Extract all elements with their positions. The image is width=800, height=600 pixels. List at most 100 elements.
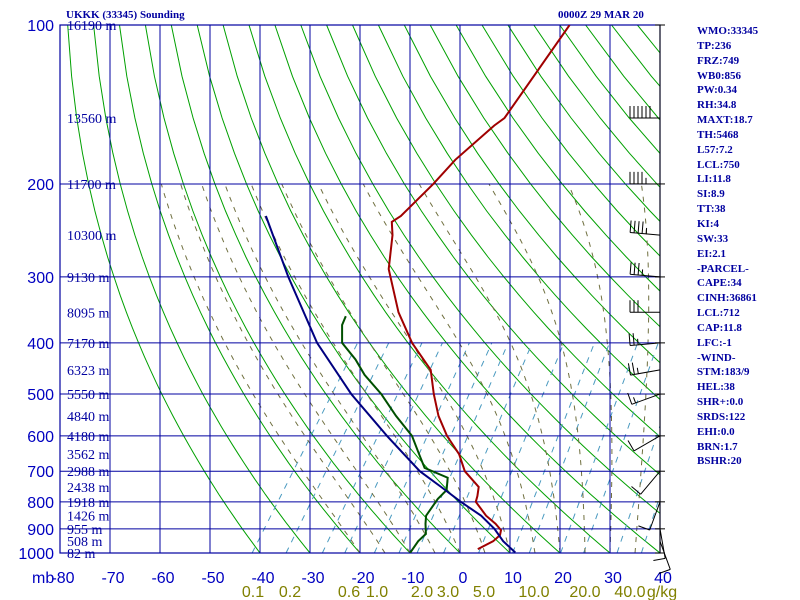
wind-barb: [629, 171, 661, 185]
dry-adiabat: [767, 25, 800, 553]
temperature-tick-label: 40: [654, 570, 672, 587]
height-label: 4180 m: [67, 430, 110, 445]
y-axis-unit: mb: [32, 570, 54, 587]
wind-barb-shaft: [631, 470, 661, 495]
index-item: STM:183/9: [697, 366, 750, 379]
index-item: CAP:11.8: [697, 321, 742, 334]
temperature-tick-label: -80: [51, 570, 74, 587]
dry-adiabat: [67, 25, 261, 553]
index-item: LFC:-1: [697, 336, 732, 349]
pressure-tick-label: 1000: [18, 546, 54, 563]
dry-adiabat: [144, 25, 411, 553]
index-item: MAXT:18.7: [697, 114, 753, 127]
index-item: CINH:36861: [697, 292, 757, 305]
index-item: LCL:750: [697, 158, 740, 171]
moist-adiabat: [224, 183, 436, 553]
height-label: 16190 m: [67, 19, 117, 34]
height-label: 8095 m: [67, 306, 110, 321]
height-label: 9130 m: [67, 271, 110, 286]
height-label: 10300 m: [67, 229, 117, 244]
dry-adiabat: [326, 25, 660, 476]
mixing-ratio-label: g/kg: [647, 584, 677, 600]
dry-adiabat: [300, 25, 660, 515]
height-label: 2988 m: [67, 465, 110, 480]
temperature-tick-label: -40: [251, 570, 274, 587]
pressure-tick-label: 500: [27, 387, 54, 404]
index-item: -PARCEL-: [697, 262, 749, 275]
dry-adiabat: [196, 25, 511, 553]
height-label: 4840 m: [67, 410, 110, 425]
moist-adiabat: [362, 183, 536, 553]
temperature-tick-label: -30: [301, 570, 324, 587]
wind-barb: [629, 262, 661, 278]
pressure-tick-label: 100: [27, 18, 54, 35]
dry-adiabat: [352, 25, 660, 438]
index-item: FRZ:749: [697, 54, 740, 67]
mixing-ratio-line: [512, 342, 595, 553]
mixing-ratio-line: [583, 342, 659, 553]
index-item: -WIND-: [697, 351, 736, 364]
dry-adiabat: [533, 25, 660, 188]
wind-barb: [638, 501, 661, 531]
dry-adiabat: [170, 25, 461, 553]
moist-adiabat: [567, 183, 613, 553]
moist-adiabat: [488, 183, 586, 553]
mixing-ratio-label: 0.2: [279, 584, 301, 600]
pressure-tick-label: 800: [27, 495, 54, 512]
mixing-ratio-label: 10.0: [518, 584, 549, 600]
mixing-ratio-line: [478, 342, 565, 553]
temperature-tick-label: -50: [201, 570, 224, 587]
index-item: RH:34.8: [697, 99, 737, 112]
dry-adiabat: [429, 25, 660, 328]
height-label: 11700 m: [67, 178, 116, 193]
wind-barb: [629, 106, 661, 119]
mixing-ratio-line: [344, 342, 443, 553]
mixing-ratio-label: 1.0: [366, 584, 388, 600]
moist-adiabat: [160, 183, 361, 553]
index-item: WMO:33345: [697, 25, 759, 37]
temperature-tick-label: 0: [459, 570, 468, 587]
chart-subtitle: 0000Z 29 MAR 20: [558, 9, 644, 21]
height-label: 2438 m: [67, 481, 110, 496]
mixing-ratio-line: [251, 342, 359, 553]
temperature-tick-label: 20: [554, 570, 572, 587]
wind-barb: [631, 470, 661, 495]
index-item: BSHR:20: [697, 455, 742, 468]
mixing-ratio-label: 0.6: [338, 584, 360, 600]
temperature-tick-label: -10: [401, 570, 424, 587]
height-label: 13560 m: [67, 112, 117, 127]
pressure-tick-label: 900: [27, 522, 54, 539]
index-item: SHR+:0.0: [697, 396, 744, 409]
wind-barb-shaft: [653, 528, 666, 561]
dry-adiabat: [119, 25, 361, 553]
moist-adiabat: [201, 183, 411, 553]
wind-barb-shaft: [627, 392, 661, 405]
dry-adiabat: [559, 25, 660, 155]
index-item: SI:8.9: [697, 188, 725, 201]
index-item: PW:0.34: [697, 84, 738, 97]
height-label: 82 m: [67, 547, 96, 562]
index-item: TP:236: [697, 39, 732, 52]
temperature-tick-label: -70: [101, 570, 124, 587]
wind-barb: [627, 435, 661, 452]
mixing-ratio-label: 2.0: [411, 584, 433, 600]
mixing-ratio-label: 5.0: [473, 584, 495, 600]
wind-barb: [653, 528, 666, 561]
wind-barb: [627, 362, 661, 376]
dry-adiabat: [793, 25, 800, 553]
pressure-tick-label: 400: [27, 336, 54, 353]
mixing-ratio-line: [285, 342, 390, 553]
wind-barb-shaft: [629, 300, 661, 313]
index-item: LCL:712: [697, 307, 740, 320]
mixing-ratio-line: [321, 342, 423, 553]
pressure-tick-label: 200: [27, 177, 54, 194]
wind-barb-shaft: [627, 362, 661, 376]
moist-adiabat: [180, 183, 386, 553]
wind-barb-shaft: [629, 220, 661, 236]
temperature-tick-label: 30: [604, 570, 622, 587]
index-item: WB0:856: [697, 69, 741, 82]
wind-barb-shaft: [629, 262, 661, 278]
mixing-ratio-label: 20.0: [569, 584, 600, 600]
wind-barb-shaft: [629, 106, 661, 119]
